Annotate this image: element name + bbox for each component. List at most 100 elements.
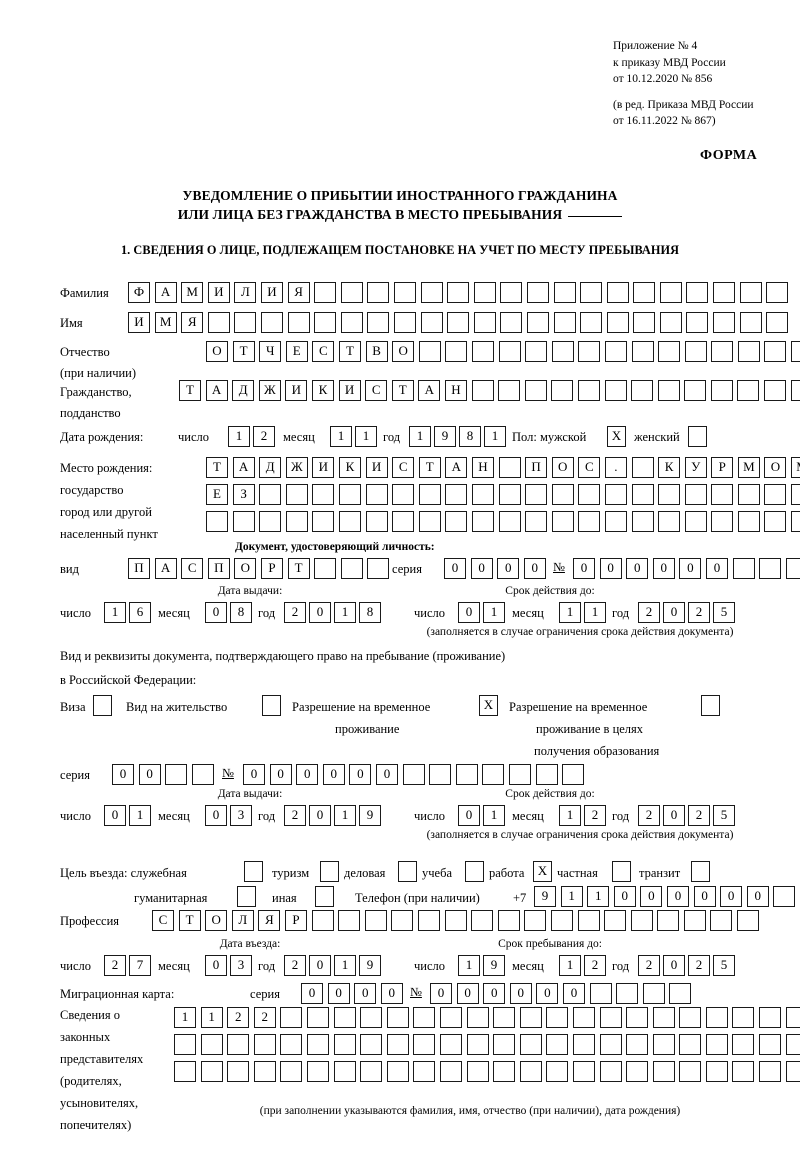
- char-cell[interactable]: [631, 511, 654, 532]
- char-cell[interactable]: Р: [711, 457, 734, 478]
- char-cell[interactable]: [790, 380, 800, 401]
- char-cell[interactable]: [679, 1061, 702, 1082]
- char-cell[interactable]: 0: [301, 983, 323, 1004]
- char-cell[interactable]: [525, 484, 548, 505]
- char-cell[interactable]: К: [658, 457, 681, 478]
- char-cell[interactable]: 0: [509, 983, 532, 1004]
- char-cell[interactable]: 0: [458, 805, 480, 826]
- char-cell[interactable]: С: [578, 457, 601, 478]
- char-cell[interactable]: [417, 910, 440, 931]
- char-cell[interactable]: [471, 341, 494, 362]
- char-cell[interactable]: 0: [138, 764, 161, 785]
- char-cell[interactable]: [686, 312, 709, 333]
- char-cell[interactable]: [447, 282, 470, 303]
- char-cell[interactable]: 2: [104, 955, 126, 976]
- char-cell[interactable]: [551, 484, 574, 505]
- char-cell[interactable]: [418, 341, 441, 362]
- char-cell[interactable]: М: [181, 282, 204, 303]
- char-cell[interactable]: [785, 1061, 800, 1082]
- char-cell[interactable]: З: [232, 484, 255, 505]
- char-cell[interactable]: 0: [666, 886, 689, 907]
- char-cell[interactable]: [732, 1034, 755, 1055]
- char-cell[interactable]: Т: [206, 457, 228, 478]
- char-cell[interactable]: 0: [470, 558, 493, 579]
- char-cell[interactable]: 3: [230, 805, 252, 826]
- char-cell[interactable]: 2: [284, 955, 306, 976]
- char-cell[interactable]: А: [154, 282, 177, 303]
- char-cell[interactable]: И: [285, 380, 308, 401]
- char-cell[interactable]: [498, 457, 521, 478]
- char-cell[interactable]: 0: [349, 764, 372, 785]
- char-cell[interactable]: И: [312, 457, 335, 478]
- char-cell[interactable]: М: [737, 457, 760, 478]
- char-cell[interactable]: [466, 1061, 489, 1082]
- char-cell[interactable]: 8: [359, 602, 381, 623]
- char-cell[interactable]: [519, 1034, 542, 1055]
- char-cell[interactable]: [652, 1061, 675, 1082]
- char-cell[interactable]: 0: [720, 886, 743, 907]
- char-cell[interactable]: С: [181, 558, 204, 579]
- char-cell[interactable]: 1: [228, 426, 250, 447]
- char-cell[interactable]: К: [338, 457, 361, 478]
- char-cell[interactable]: [306, 1061, 329, 1082]
- char-cell[interactable]: [551, 380, 574, 401]
- char-cell[interactable]: [705, 1034, 728, 1055]
- char-cell[interactable]: [386, 1061, 409, 1082]
- char-cell[interactable]: [500, 282, 523, 303]
- char-cell[interactable]: [604, 484, 627, 505]
- char-cell[interactable]: 0: [327, 983, 350, 1004]
- char-cell[interactable]: 5: [713, 602, 735, 623]
- char-cell[interactable]: [447, 312, 470, 333]
- char-cell[interactable]: .: [604, 457, 627, 478]
- char-cell[interactable]: [785, 558, 800, 579]
- purpose-official-checkbox[interactable]: [244, 861, 263, 882]
- char-cell[interactable]: [280, 1061, 303, 1082]
- char-cell[interactable]: 0: [599, 558, 622, 579]
- char-cell[interactable]: [259, 484, 282, 505]
- char-cell[interactable]: И: [338, 380, 361, 401]
- char-cell[interactable]: [519, 1007, 542, 1028]
- char-cell[interactable]: [759, 1061, 782, 1082]
- char-cell[interactable]: А: [445, 457, 468, 478]
- char-cell[interactable]: [285, 484, 308, 505]
- char-cell[interactable]: 2: [638, 955, 660, 976]
- char-cell[interactable]: [791, 341, 800, 362]
- char-cell[interactable]: 0: [205, 602, 227, 623]
- char-cell[interactable]: [306, 1007, 329, 1028]
- char-cell[interactable]: [314, 312, 337, 333]
- char-cell[interactable]: [174, 1034, 196, 1055]
- char-cell[interactable]: [679, 1007, 702, 1028]
- char-cell[interactable]: 2: [584, 955, 606, 976]
- char-cell[interactable]: [482, 764, 505, 785]
- char-cell[interactable]: [287, 312, 310, 333]
- char-cell[interactable]: 1: [484, 426, 506, 447]
- char-cell[interactable]: 0: [652, 558, 675, 579]
- legal-rep-row-2[interactable]: [174, 1034, 800, 1055]
- char-cell[interactable]: 0: [375, 764, 398, 785]
- char-cell[interactable]: [200, 1034, 223, 1055]
- char-cell[interactable]: [785, 1034, 800, 1055]
- char-cell[interactable]: [633, 312, 656, 333]
- char-cell[interactable]: [420, 282, 443, 303]
- char-cell[interactable]: [580, 312, 603, 333]
- char-cell[interactable]: 2: [638, 805, 660, 826]
- char-cell[interactable]: [253, 1061, 276, 1082]
- char-cell[interactable]: 0: [205, 955, 227, 976]
- char-cell[interactable]: [445, 484, 468, 505]
- char-cell[interactable]: [340, 282, 363, 303]
- char-cell[interactable]: 8: [459, 426, 481, 447]
- char-cell[interactable]: Т: [179, 380, 201, 401]
- char-cell[interactable]: С: [392, 457, 415, 478]
- char-cell[interactable]: 0: [104, 805, 126, 826]
- char-cell[interactable]: [553, 282, 576, 303]
